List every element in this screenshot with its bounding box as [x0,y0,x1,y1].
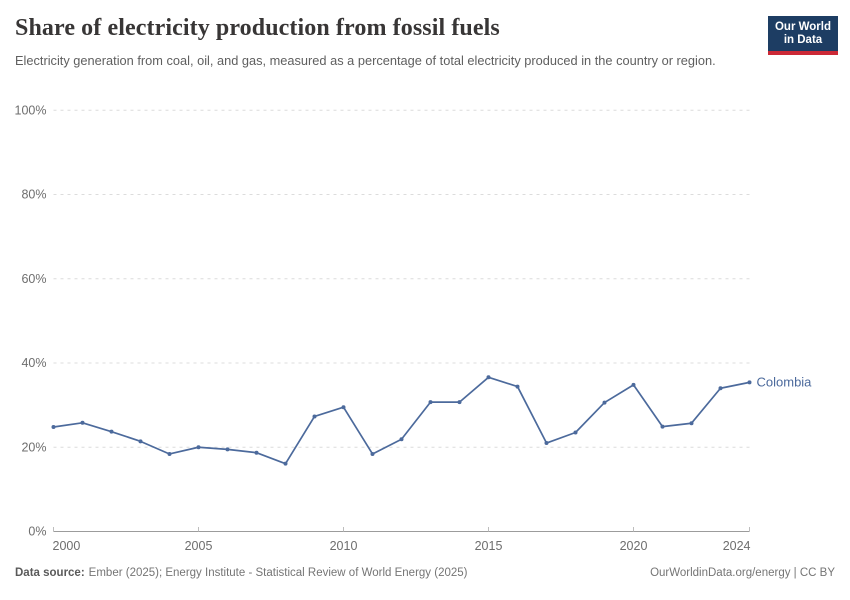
data-source-text: Ember (2025); Energy Institute - Statist… [88,567,468,579]
data-point-2020[interactable] [631,382,636,387]
data-source-label: Data source: [15,567,85,579]
data-point-2007[interactable] [254,450,259,455]
series-label-colombia[interactable]: Colombia [757,375,813,390]
page-title: Share of electricity production from fos… [15,15,500,41]
data-point-2009[interactable] [312,414,317,419]
data-point-2002[interactable] [109,429,114,434]
data-point-2013[interactable] [428,400,433,405]
data-point-2019[interactable] [602,400,607,405]
data-point-2015[interactable] [486,375,491,380]
logo-line2: in Data [783,34,823,46]
data-point-2008[interactable] [283,461,288,466]
data-point-2011[interactable] [370,451,375,456]
data-point-2004[interactable] [167,451,172,456]
x-tick-label: 2020 [620,539,648,553]
data-point-2003[interactable] [138,439,143,444]
series-line-colombia[interactable] [52,376,751,465]
data-point-2001[interactable] [80,420,85,425]
data-point-2016[interactable] [515,384,520,389]
y-tick-label: 60% [21,272,46,286]
data-point-2022[interactable] [689,421,694,426]
data-source: Data source: Ember (2025); Energy Institu… [15,567,467,579]
chart-subtitle: Electricity generation from coal, oil, a… [15,53,716,68]
data-point-2005[interactable] [196,445,201,450]
y-tick-label: 100% [15,103,47,117]
y-tick-label: 0% [28,525,46,539]
x-tick-label: 2015 [475,539,503,553]
data-point-2024[interactable] [747,380,752,385]
x-tick-label: 2000 [53,539,81,553]
chart-footer: Data source: Ember (2025); Energy Institu… [15,567,835,579]
data-point-2021[interactable] [660,424,665,429]
data-point-2000[interactable] [51,425,56,430]
data-point-2010[interactable] [341,405,346,410]
owid-logo[interactable]: Our World in Data [768,16,838,55]
y-tick-label: 20% [21,440,46,454]
y-tick-label: 80% [21,188,46,202]
data-point-2012[interactable] [399,437,404,442]
data-point-2014[interactable] [457,400,462,405]
logo-line1: Our World [774,21,831,33]
x-tick-label: 2010 [330,539,358,553]
x-tick-label: 2005 [185,539,213,553]
data-point-2018[interactable] [573,430,578,435]
data-point-2023[interactable] [718,386,723,391]
data-point-2017[interactable] [544,441,549,446]
y-tick-label: 40% [21,356,46,370]
license-link[interactable]: OurWorldinData.org/energy | CC BY [650,567,835,579]
x-tick-label: 2024 [723,539,751,553]
data-point-2006[interactable] [225,447,230,452]
